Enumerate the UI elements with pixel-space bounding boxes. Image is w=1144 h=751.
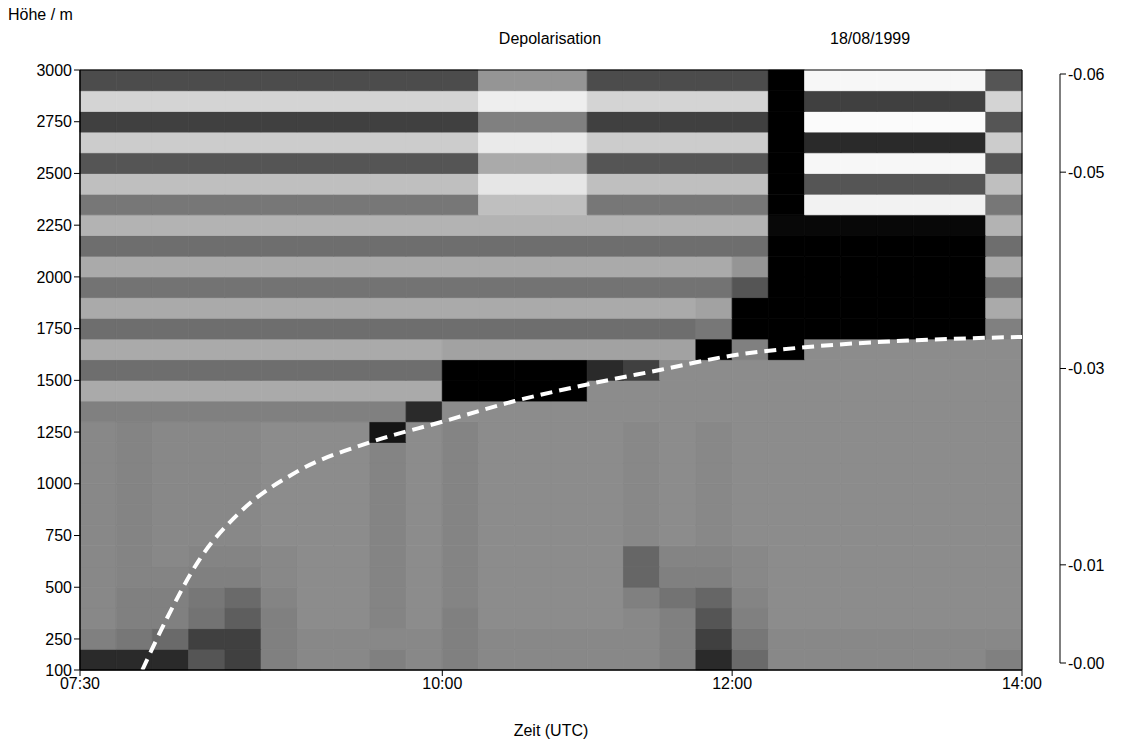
svg-text:-0.03: -0.03 (1068, 360, 1105, 377)
svg-text:2000: 2000 (36, 269, 72, 286)
svg-text:250: 250 (45, 631, 72, 648)
html-text:18/08/1999: 18/08/1999 (830, 30, 911, 47)
svg-text:1250: 1250 (36, 424, 72, 441)
svg-text:-0.05: -0.05 (1068, 164, 1105, 181)
svg-text:12:00: 12:00 (712, 675, 752, 692)
svg-text:-0.00: -0.00 (1068, 655, 1105, 672)
html-text:Höhe / m: Höhe / m (8, 6, 73, 23)
svg-text:3000: 3000 (36, 62, 72, 79)
svg-text:500: 500 (45, 579, 72, 596)
html-text:Zeit (UTC): Zeit (UTC) (513, 722, 589, 739)
svg-text:1750: 1750 (36, 320, 72, 337)
svg-text:1500: 1500 (36, 372, 72, 389)
svg-text:100: 100 (45, 662, 72, 679)
svg-text:2500: 2500 (36, 165, 72, 182)
svg-text:750: 750 (45, 527, 72, 544)
svg-text:-0.01: -0.01 (1068, 557, 1105, 574)
svg-text:14:00: 14:00 (1002, 675, 1042, 692)
html-text:Depolarisation: Depolarisation (498, 30, 602, 47)
svg-text:-0.06: -0.06 (1068, 66, 1105, 83)
svg-text:07:30: 07:30 (60, 675, 100, 693)
svg-text:1000: 1000 (36, 475, 72, 492)
svg-text:2750: 2750 (36, 113, 72, 130)
svg-text:2250: 2250 (36, 217, 72, 234)
svg-text:10:00: 10:00 (422, 675, 462, 692)
